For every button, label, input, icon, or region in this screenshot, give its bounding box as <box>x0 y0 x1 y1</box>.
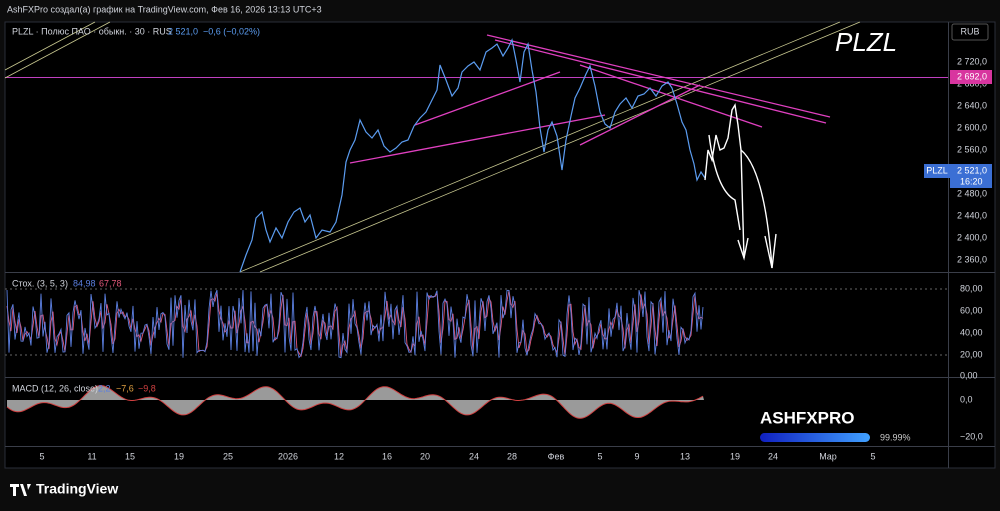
macd-histogram <box>7 385 704 419</box>
channel-line <box>4 21 111 79</box>
projection-arrow <box>704 102 745 259</box>
stoch-tick-label: 0,00 <box>960 370 978 380</box>
price-line <box>239 38 706 273</box>
channel-line <box>4 21 96 71</box>
currency-box <box>951 23 989 41</box>
price-tick-label: 2 480,0 <box>957 188 987 198</box>
stoch-tick-label: 60,00 <box>960 305 983 315</box>
time-label: 12 <box>334 451 344 461</box>
time-label: 5 <box>597 451 602 461</box>
time-label: 2026 <box>278 451 298 461</box>
level-label: 2 692,0 <box>957 71 987 81</box>
price-tick-label: 2 560,0 <box>957 144 987 154</box>
price-tick-label: 2 640,0 <box>957 100 987 110</box>
chart-frame <box>4 21 996 469</box>
time-label: 20 <box>420 451 430 461</box>
time-label: 9 <box>634 451 639 461</box>
currency: RUB <box>960 26 979 36</box>
stoch-d-value: 67,78 <box>99 278 122 288</box>
channel-line <box>239 21 841 273</box>
macd-signal <box>6 385 704 419</box>
time-label: 11 <box>87 451 96 461</box>
countdown: 16:20 <box>960 176 983 186</box>
stoch-tick-label: 40,00 <box>960 327 983 337</box>
macd-tick-label: 0,0 <box>960 394 973 404</box>
footer-logo: TradingView <box>10 481 118 497</box>
trend-line <box>579 84 701 146</box>
stoch-tick-label: 20,00 <box>960 349 983 359</box>
level-label-box <box>950 70 992 84</box>
legend-symbol: PLZL · Полюс ПАО · обыкн. · 30 · RUS <box>12 26 172 36</box>
brand-progress <box>760 433 870 442</box>
legend-change: −0,6 (−0,02%) <box>203 26 260 36</box>
stoch-k <box>6 289 704 359</box>
legend-price: 2 521,0 <box>168 26 198 36</box>
projection-arrow <box>740 149 773 269</box>
trend-line <box>349 114 606 164</box>
time-label: 19 <box>730 451 740 461</box>
stoch-k-value: 84,98 <box>73 278 96 288</box>
time-label: 15 <box>125 451 135 461</box>
brand-name: ASHFXPRO <box>760 408 854 427</box>
time-label: 28 <box>507 451 517 461</box>
price-tick-label: 2 400,0 <box>957 232 987 242</box>
arrow-head <box>737 237 749 261</box>
trend-line <box>414 71 561 126</box>
time-label: Фев <box>548 451 565 461</box>
time-label: 13 <box>680 451 690 461</box>
brand-progress-text: 99.99% <box>880 432 911 442</box>
time-label: 19 <box>174 451 184 461</box>
time-label: 16 <box>382 451 392 461</box>
time-label: 24 <box>469 451 479 461</box>
last-label-box <box>950 164 992 188</box>
symbol-label: PLZL <box>926 165 948 175</box>
time-label: 24 <box>768 451 778 461</box>
price-tick-label: 2 440,0 <box>957 210 987 220</box>
macd-value: 2,2 <box>98 383 111 393</box>
trend-line <box>486 34 831 118</box>
stoch-title: Стох. (3, 5, 3) <box>12 278 68 288</box>
stoch-tick-label: 80,00 <box>960 283 983 293</box>
symbol-label-box <box>924 164 950 178</box>
stoch-d <box>6 290 704 358</box>
trend-line <box>494 39 827 124</box>
time-label: 5 <box>870 451 875 461</box>
logo-text: TradingView <box>36 481 118 497</box>
projection-arrow <box>708 134 741 231</box>
macd-tick-label: −20,0 <box>960 431 983 441</box>
macd-hist-value: −9,8 <box>138 383 156 393</box>
price-tick-label: 2 360,0 <box>957 254 987 264</box>
channel-line <box>259 21 861 273</box>
watermark: PLZL <box>835 27 897 57</box>
last-label: 2 521,0 <box>957 165 987 175</box>
price-tick-label: 2 600,0 <box>957 122 987 132</box>
time-label: 25 <box>223 451 233 461</box>
macd-title: MACD (12, 26, close) <box>12 383 98 393</box>
logo-icon <box>10 484 31 496</box>
time-axis: 5 11 15 19 25 2026 12 16 20 24 28 Фев 5 9 13 19 24 Мар 5 <box>39 451 875 461</box>
time-label: 5 <box>39 451 44 461</box>
price-tick-label: 2 720,0 <box>957 56 987 66</box>
macd-signal-value: −7,6 <box>116 383 134 393</box>
arrow-head <box>764 233 777 269</box>
time-label: Мар <box>819 451 837 461</box>
header-text: AshFXPro создал(а) график на TradingView… <box>7 4 322 14</box>
